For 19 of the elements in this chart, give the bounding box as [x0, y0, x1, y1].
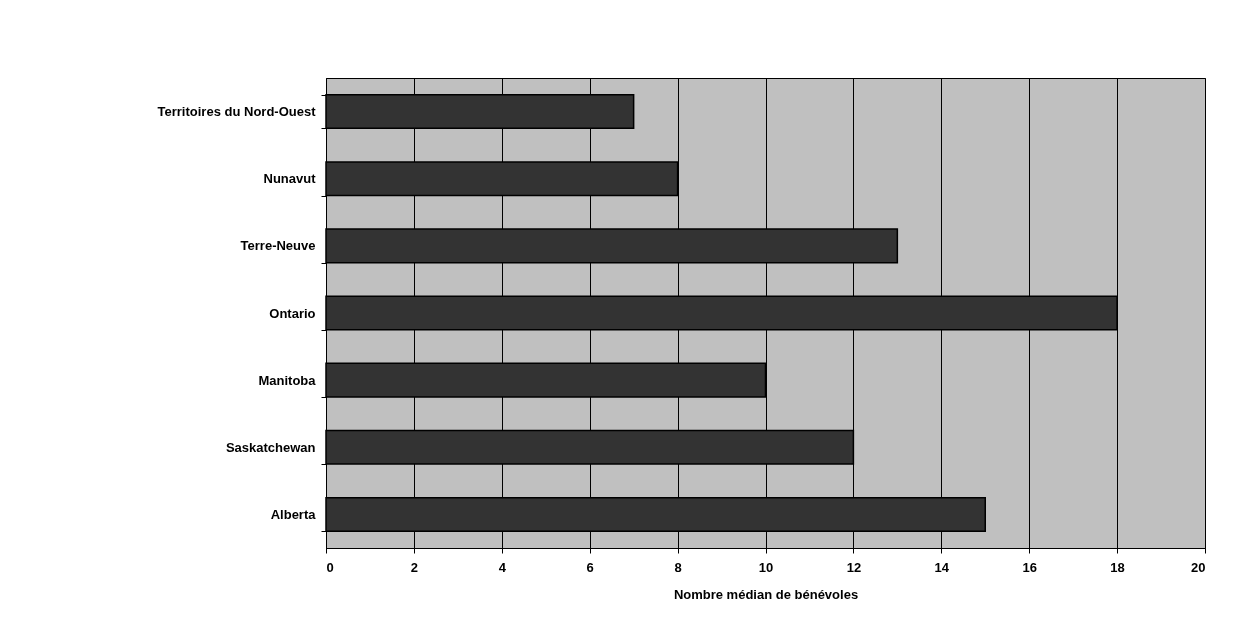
x-tick-label: 4 [498, 559, 507, 575]
y-tick-label: Manitoba [258, 372, 317, 388]
x-tick-label: 14 [934, 559, 950, 575]
y-tick-label: Saskatchewan [225, 439, 316, 455]
x-tick-label: 0 [326, 559, 334, 575]
x-tick-label: 6 [586, 559, 594, 575]
y-tick-label: Ontario [269, 305, 316, 321]
x-tick-label: 12 [846, 559, 862, 575]
x-tick-label: 20 [1191, 559, 1206, 575]
y-tick-label: Alberta [270, 506, 317, 522]
x-tick-label: 2 [410, 559, 419, 575]
y-tick-label: Nunavut [263, 171, 317, 187]
x-tick-label: 18 [1110, 559, 1125, 575]
x-tick-label: 8 [674, 559, 682, 575]
x-axis-title: Nombre médian de bénévoles [673, 586, 859, 602]
y-tick-label: Terre-Neuve [240, 238, 316, 254]
y-tick-label: Territoires du Nord-Ouest [157, 104, 317, 120]
x-tick-label: 16 [1022, 559, 1037, 575]
x-tick-label: 10 [758, 559, 774, 575]
